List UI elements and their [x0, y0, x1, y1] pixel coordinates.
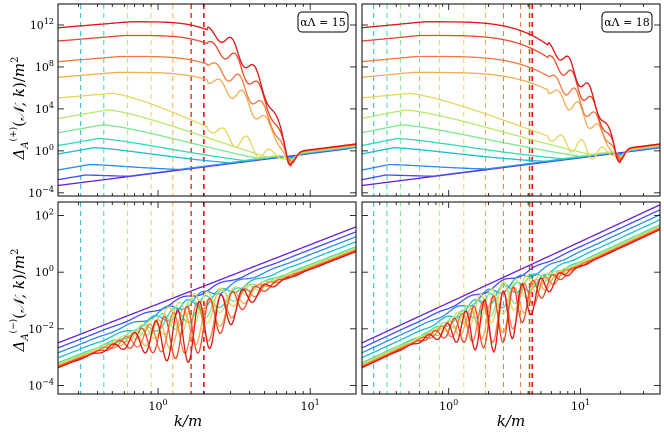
series-line — [58, 246, 356, 365]
series-line — [362, 226, 660, 366]
series-line — [362, 229, 660, 369]
y-tick-label: 100 — [35, 264, 54, 279]
annotation-box — [601, 11, 653, 33]
axes-frame — [57, 201, 357, 395]
x-tick-label: 101 — [301, 398, 320, 413]
x-tick-label: 100 — [149, 398, 168, 413]
series-line — [362, 204, 660, 344]
plot-area — [58, 4, 356, 196]
panel-bottom-left: 10−4 10−2 100 102 100 101 — [28, 201, 357, 413]
x-label-left: k/m — [174, 412, 202, 430]
y-tick-label: 104 — [35, 101, 54, 116]
panel-top-left: 10−4 100 104 108 1012 αΛ = 15 — [28, 3, 357, 200]
series-line — [58, 226, 356, 344]
y-tick-label: 108 — [35, 59, 54, 74]
plot-area — [362, 202, 660, 394]
y-tick-label: 100 — [35, 143, 54, 158]
series-line — [362, 34, 660, 162]
series-line — [362, 209, 660, 349]
axes-frame — [361, 3, 661, 197]
series-line — [58, 231, 356, 349]
y-tick-label: 10−4 — [28, 377, 54, 392]
series-line — [58, 248, 356, 367]
x-tick-label: 101 — [571, 398, 590, 413]
plot-area — [362, 4, 660, 196]
series-line — [362, 214, 660, 354]
series-line — [58, 251, 356, 369]
y-tick-label: 10−4 — [28, 185, 54, 200]
series-line — [58, 21, 356, 167]
plot-area — [58, 202, 356, 394]
panel-top-right: αΛ = 18 — [361, 3, 661, 197]
series-line — [58, 34, 356, 165]
annotation-label: αΛ = 18 — [604, 16, 650, 29]
series-line — [362, 71, 660, 160]
x-label-right: k/m — [497, 412, 525, 430]
series-line — [58, 236, 356, 354]
series-line — [362, 21, 660, 164]
axes-frame — [57, 3, 357, 197]
series-line — [58, 124, 356, 161]
y-tick-label: 1012 — [30, 17, 54, 32]
y-tick-label: 102 — [35, 208, 54, 223]
panel-bottom-right: 100 101 — [361, 201, 661, 413]
y-label-top: ΔA(+)(𝒩, k)/m2 — [8, 56, 31, 160]
annotation-label: αΛ = 15 — [300, 16, 346, 29]
series-line — [362, 109, 660, 158]
annotation-box — [297, 11, 349, 33]
series-line — [362, 92, 660, 160]
y-tick-label: 10−2 — [28, 321, 54, 336]
axes-frame — [361, 201, 661, 395]
y-label-bottom: ΔA(−)(𝒩, k)/m2 — [8, 248, 31, 352]
series-line — [362, 55, 660, 160]
x-tick-label: 100 — [439, 398, 458, 413]
